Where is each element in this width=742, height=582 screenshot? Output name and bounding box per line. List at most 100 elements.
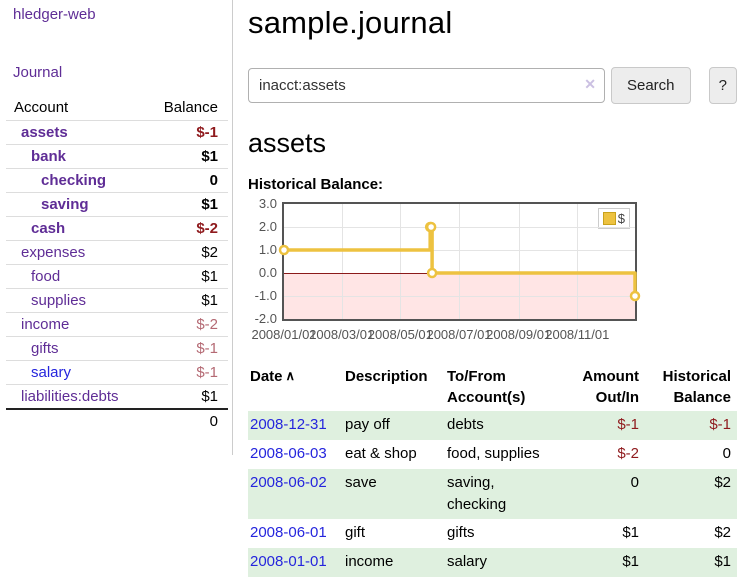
- legend-swatch-icon: [602, 212, 616, 225]
- account-link-salary[interactable]: salary: [31, 364, 72, 381]
- txn-date-link[interactable]: 2008-06-01: [250, 524, 327, 542]
- txn-description: income: [345, 553, 394, 571]
- account-link-income[interactable]: income: [21, 316, 70, 333]
- txn-description: gift: [345, 524, 366, 542]
- search-input-wrap: ✕: [248, 68, 605, 103]
- search-form: ✕ Search ?: [248, 67, 737, 104]
- register-row: 2008-06-03 eat & shop food, supplies $-2…: [248, 440, 737, 469]
- account-balance: $1: [117, 192, 228, 217]
- account-link-expenses[interactable]: expenses: [21, 244, 86, 261]
- account-row: food $1: [6, 264, 228, 289]
- txn-amount: $-2: [617, 445, 639, 463]
- legend-label: $: [617, 211, 625, 226]
- txn-accounts: saving, checking: [447, 473, 507, 513]
- txn-amount: 0: [630, 473, 639, 491]
- txn-description: save: [345, 473, 377, 491]
- chart-legend: $: [597, 208, 630, 229]
- chart-y-axis: 3.0 2.0 1.0 0.0 -1.0 -2.0: [254, 196, 277, 326]
- account-balance: $-2: [117, 312, 228, 337]
- txn-date-link[interactable]: 2008-06-02: [250, 473, 327, 491]
- txn-balance: 0: [722, 445, 731, 463]
- main-content: sample.journal ✕ Search ? assets Histori…: [248, 0, 737, 577]
- txn-description: pay off: [345, 416, 390, 434]
- txn-date-link[interactable]: 2008-01-01: [250, 553, 327, 571]
- account-balance: $1: [117, 264, 228, 289]
- chart-plot-area: $: [278, 202, 641, 321]
- account-row: assets $-1: [6, 120, 228, 145]
- account-row: bank $1: [6, 144, 228, 169]
- sidebar: hledger-web Journal Account Balance asse…: [0, 0, 233, 455]
- col-date[interactable]: Date ∧: [250, 368, 296, 385]
- account-balance: $2: [117, 240, 228, 265]
- help-button[interactable]: ?: [708, 67, 737, 104]
- account-balance: $1: [117, 144, 228, 169]
- txn-description: eat & shop: [345, 445, 417, 463]
- search-input[interactable]: [248, 68, 605, 103]
- sidebar-item-journal[interactable]: Journal: [13, 64, 63, 81]
- account-balance: $-1: [117, 336, 228, 361]
- sort-asc-icon: ∧: [285, 368, 296, 383]
- col-tofrom: To/From Account(s): [447, 368, 526, 406]
- register-header-row: Date ∧ Description To/From Account(s) Amo…: [248, 365, 737, 411]
- col-balance: Historical Balance: [662, 368, 731, 406]
- search-button[interactable]: Search: [610, 67, 691, 104]
- chart-title: Historical Balance:: [248, 176, 384, 193]
- txn-amount: $-1: [617, 416, 639, 434]
- account-row: saving $1: [6, 192, 228, 217]
- account-heading: assets: [248, 128, 327, 158]
- txn-date-link[interactable]: 2008-12-31: [250, 416, 327, 434]
- accounts-col-account: Account: [6, 96, 117, 121]
- account-link-food[interactable]: food: [31, 268, 61, 285]
- account-row: liabilities:debts $1: [6, 384, 228, 410]
- register-table: Date ∧ Description To/From Account(s) Amo…: [248, 365, 737, 577]
- account-link-checking[interactable]: checking: [41, 172, 107, 189]
- account-row: supplies $1: [6, 288, 228, 313]
- txn-amount: $1: [622, 524, 639, 542]
- account-row: expenses $2: [6, 240, 228, 265]
- register-row: 2008-06-01 gift gifts $1 $2: [248, 519, 737, 548]
- account-link-supplies[interactable]: supplies: [31, 292, 87, 309]
- brand-link[interactable]: hledger-web: [13, 6, 96, 23]
- clear-search-icon[interactable]: ✕: [584, 76, 596, 92]
- register-row: 2008-01-01 income salary $1 $1: [248, 548, 737, 577]
- account-row: income $-2: [6, 312, 228, 337]
- historical-balance-chart: 3.0 2.0 1.0 0.0 -1.0 -2.0 $ 2008/01/01 2008/03…: [248, 196, 737, 348]
- account-link-assets[interactable]: assets: [21, 124, 68, 141]
- account-balance: 0: [117, 168, 228, 193]
- account-row: gifts $-1: [6, 336, 228, 361]
- txn-balance: $2: [714, 524, 731, 542]
- account-balance: $-1: [117, 360, 228, 385]
- account-row: cash $-2: [6, 216, 228, 241]
- accounts-table: Account Balance assets $-1 bank $1 check…: [6, 96, 228, 433]
- account-balance: $-1: [117, 120, 228, 145]
- accounts-header-row: Account Balance: [6, 96, 228, 121]
- account-link-liabilities-debts[interactable]: liabilities:debts: [21, 388, 119, 405]
- txn-accounts: food, supplies: [447, 445, 540, 463]
- txn-accounts: debts: [447, 416, 484, 434]
- account-balance: $-2: [117, 216, 228, 241]
- register-row: 2008-06-02 save saving, checking 0 $2: [248, 468, 737, 520]
- chart-x-axis: 2008/01/01 2008/03/01 2008/05/01 2008/07/01…: [251, 327, 610, 342]
- accounts-col-balance: Balance: [117, 96, 228, 121]
- account-row: checking 0: [6, 168, 228, 193]
- account-link-saving[interactable]: saving: [41, 196, 89, 213]
- account-row: salary $-1: [6, 360, 228, 385]
- col-description: Description: [345, 368, 428, 385]
- page-title: sample.journal: [248, 5, 453, 40]
- txn-amount: $1: [622, 553, 639, 571]
- account-link-bank[interactable]: bank: [31, 148, 67, 165]
- account-balance: $1: [117, 384, 228, 410]
- account-link-cash[interactable]: cash: [31, 220, 66, 237]
- accounts-total-value: 0: [209, 413, 218, 430]
- txn-accounts: gifts: [447, 524, 475, 542]
- txn-balance: $1: [714, 553, 731, 571]
- register-row: 2008-12-31 pay off debts $-1 $-1: [248, 411, 737, 441]
- account-link-gifts[interactable]: gifts: [31, 340, 59, 357]
- account-balance: $1: [117, 288, 228, 313]
- txn-accounts: salary: [447, 553, 488, 571]
- col-amount: Amount Out/In: [582, 368, 639, 406]
- txn-date-link[interactable]: 2008-06-03: [250, 445, 327, 463]
- txn-balance: $2: [714, 473, 731, 491]
- accounts-total-row: 0: [6, 409, 228, 433]
- txn-balance: $-1: [709, 416, 731, 434]
